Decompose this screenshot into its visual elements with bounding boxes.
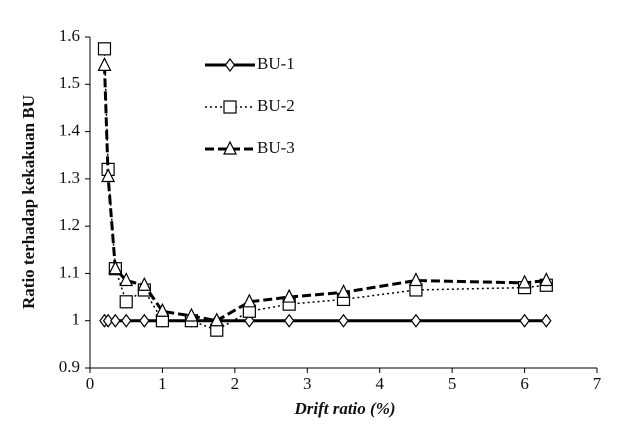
- data-point: [539, 272, 554, 287]
- data-point: [97, 57, 112, 71]
- series-line: [103, 48, 547, 331]
- data-point: [139, 313, 150, 328]
- y-tick-label: 1.2: [59, 215, 80, 234]
- y-tick-label: 1.3: [59, 168, 80, 187]
- data-point: [108, 260, 123, 275]
- data-point: [120, 313, 132, 328]
- x-axis-title: Drift ratio (%): [293, 399, 395, 418]
- data-point: [282, 288, 297, 303]
- y-tick-label: 0.9: [59, 357, 80, 376]
- y-tick-label: 1.6: [59, 26, 80, 45]
- legend-marker: [223, 140, 237, 155]
- data-point: [102, 313, 114, 328]
- data-point: [338, 313, 349, 328]
- data-point: [119, 295, 133, 309]
- data-point: [209, 312, 224, 327]
- x-tick-label: 5: [448, 374, 457, 393]
- legend-marker: [223, 100, 237, 114]
- legend-label: BU-3: [257, 138, 295, 157]
- data-point: [408, 272, 423, 287]
- data-point: [137, 276, 152, 291]
- y-tick-label: 1.4: [59, 120, 81, 139]
- legend-label: BU-1: [257, 54, 295, 73]
- x-tick-label: 6: [520, 374, 529, 393]
- data-point: [336, 284, 351, 298]
- y-axis-title: Ratio terhadap kekakuan BU: [19, 95, 38, 309]
- x-tick-label: 3: [303, 374, 312, 393]
- x-tick-label: 0: [86, 374, 95, 393]
- data-point: [283, 313, 295, 328]
- data-point: [155, 302, 170, 317]
- y-tick-label: 1.5: [59, 73, 80, 92]
- data-point: [410, 313, 422, 328]
- legend-marker: [224, 58, 236, 72]
- data-point: [97, 42, 112, 56]
- data-point: [519, 313, 530, 328]
- legend-label: BU-2: [257, 96, 295, 115]
- data-point: [119, 272, 134, 287]
- x-tick-label: 7: [593, 374, 602, 393]
- y-tick-label: 1.1: [59, 262, 80, 281]
- y-tick-label: 1: [72, 310, 81, 329]
- x-tick-label: 2: [231, 374, 240, 393]
- data-point: [541, 313, 552, 328]
- series-line: [102, 65, 547, 323]
- data-point: [110, 313, 121, 328]
- data-point: [242, 293, 257, 308]
- data-point: [517, 274, 532, 289]
- data-point: [184, 307, 199, 322]
- x-tick-label: 4: [375, 374, 384, 393]
- x-tick-label: 1: [158, 374, 167, 393]
- data-point: [101, 168, 116, 183]
